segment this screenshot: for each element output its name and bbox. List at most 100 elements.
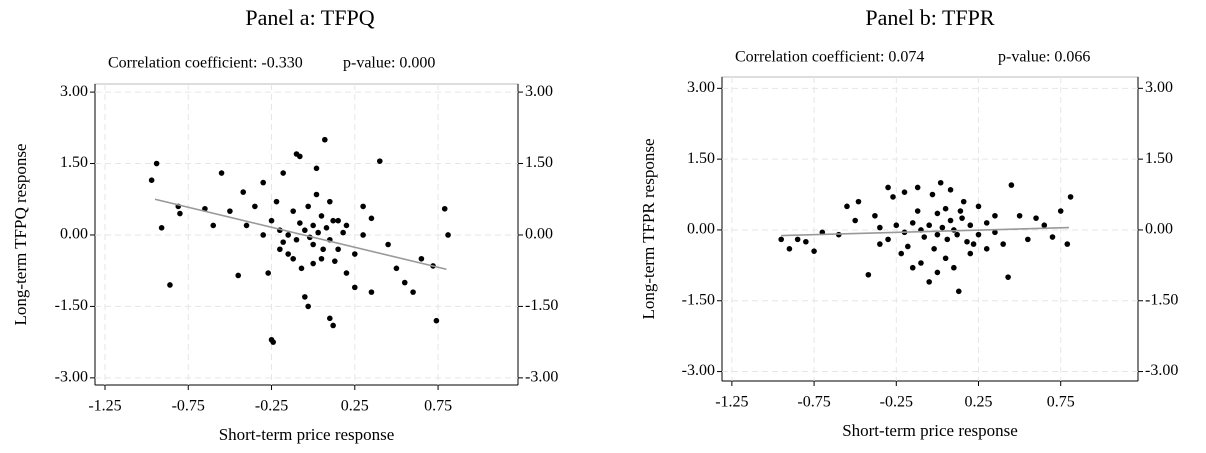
point (401, 279, 408, 286)
point (1008, 182, 1015, 188)
point (951, 264, 957, 271)
point (921, 234, 928, 240)
point (313, 191, 320, 198)
point (318, 213, 325, 219)
point (778, 236, 784, 243)
point (852, 217, 858, 224)
point (360, 203, 366, 210)
y-tick-label-right: 0.00 (1145, 221, 1173, 238)
point (297, 153, 303, 160)
panel-title: Panel b: TFPR (865, 5, 995, 30)
annotation: Correlation coefficient: -0.330 (108, 55, 303, 72)
point (330, 322, 336, 329)
point (290, 255, 296, 262)
x-tick-label: 0.75 (424, 398, 452, 415)
point (340, 229, 346, 236)
point (885, 184, 891, 191)
point (293, 236, 300, 243)
point (368, 215, 375, 222)
point (298, 265, 305, 272)
fit-line (781, 226, 1069, 237)
point (158, 225, 165, 231)
y-tick-label: 1.50 (60, 154, 88, 171)
point (285, 232, 291, 238)
y-tick-label-right: 3.00 (1145, 79, 1173, 96)
y-tick-label: 3.00 (60, 83, 88, 100)
point (153, 160, 160, 167)
point (885, 236, 891, 243)
x-tick-label: -0.75 (172, 398, 205, 415)
point (844, 203, 850, 210)
point (926, 279, 932, 285)
point (939, 224, 946, 231)
point (240, 189, 247, 195)
point (909, 220, 916, 226)
point (322, 136, 328, 143)
point (148, 177, 155, 184)
point (343, 270, 350, 276)
y-tick-label: -1.50 (55, 297, 88, 314)
point (942, 255, 949, 262)
point (305, 303, 311, 310)
point (957, 208, 964, 214)
point (983, 246, 990, 252)
point (786, 246, 793, 252)
point (1016, 212, 1023, 219)
point (942, 205, 949, 212)
point (376, 158, 383, 164)
point (893, 222, 900, 229)
plot-frame (721, 76, 1139, 382)
y-tick-label: 3.00 (687, 79, 715, 96)
point (877, 224, 883, 231)
y-tick-label-right: -1.50 (525, 297, 558, 314)
point (351, 284, 358, 291)
point (934, 269, 941, 276)
x-tick-label: -0.75 (797, 394, 830, 411)
x-tick-label: 0.25 (341, 398, 369, 415)
point (302, 294, 308, 300)
point (235, 272, 242, 279)
y-tick-label: 0.00 (687, 221, 715, 238)
point (914, 208, 921, 214)
point (277, 246, 283, 253)
point (944, 236, 951, 243)
point (947, 217, 954, 224)
point (1064, 241, 1071, 247)
point (967, 222, 974, 229)
point (890, 194, 896, 200)
point (335, 217, 341, 224)
panel-title: Panel a: TFPQ (245, 5, 374, 30)
point (1000, 241, 1006, 247)
y-tick-label-right: -3.00 (525, 369, 558, 386)
point (297, 220, 303, 226)
point (327, 315, 333, 322)
point (954, 231, 960, 238)
point (310, 222, 316, 229)
point (332, 258, 338, 264)
point (959, 215, 965, 221)
annotation: p-value: 0.000 (343, 55, 435, 72)
point (227, 208, 233, 214)
point (218, 170, 225, 176)
point (934, 210, 941, 217)
annotation: p-value: 0.066 (998, 49, 1090, 66)
y-tick-label: -3.00 (55, 369, 88, 386)
point (252, 203, 258, 210)
point (320, 246, 326, 253)
point (931, 246, 937, 252)
point (992, 229, 998, 236)
point (914, 184, 921, 191)
y-tick-label: 1.50 (687, 150, 715, 167)
y-tick-label-right: 1.50 (1145, 150, 1173, 167)
point (964, 238, 970, 245)
y-tick-label: 0.00 (60, 226, 88, 243)
y-tick-label: -3.00 (682, 362, 715, 379)
point (934, 231, 941, 238)
point (1025, 236, 1031, 243)
point (960, 198, 967, 205)
point (368, 289, 375, 295)
point (410, 289, 416, 295)
x-tick-label: -1.25 (715, 394, 748, 411)
point (445, 232, 451, 238)
point (177, 210, 183, 217)
